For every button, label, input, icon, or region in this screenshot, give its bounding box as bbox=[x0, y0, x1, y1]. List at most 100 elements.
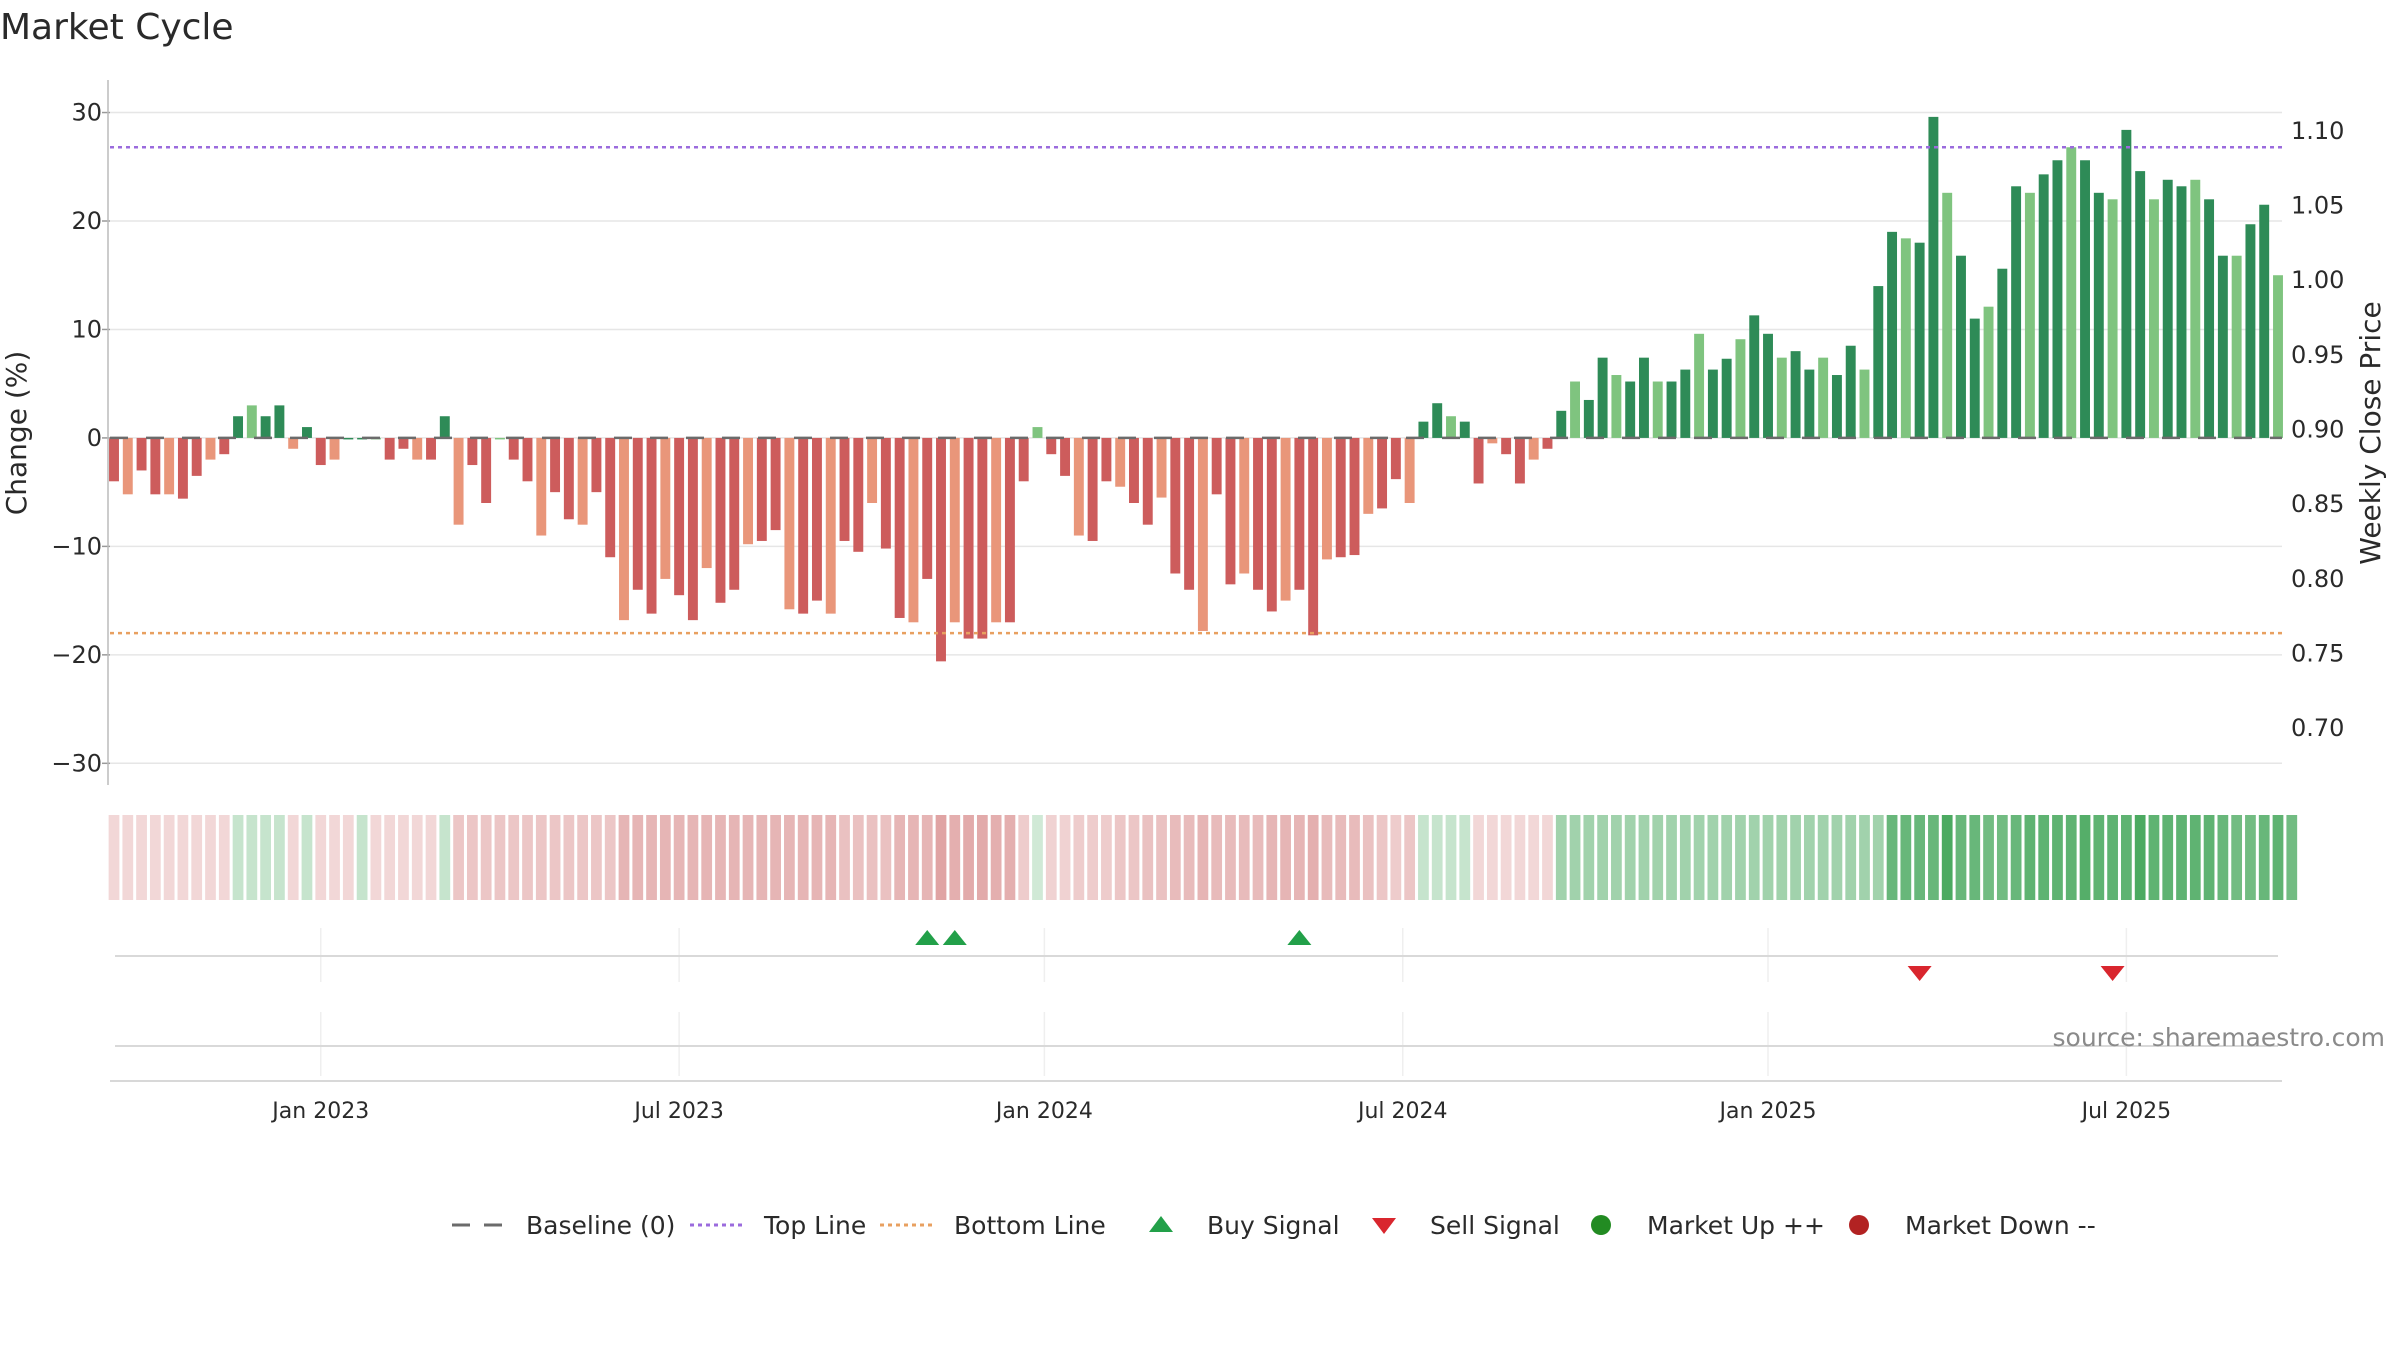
change-bar bbox=[426, 437, 436, 460]
market-shade-cell bbox=[287, 815, 299, 900]
change-bar bbox=[177, 437, 188, 499]
market-shade-cell bbox=[1748, 815, 1760, 900]
change-bar bbox=[715, 437, 726, 603]
legend-label: Market Up ++ bbox=[1647, 1211, 1825, 1240]
market-shade-cell bbox=[1307, 815, 1319, 900]
market-shade-cell bbox=[260, 815, 271, 900]
market-shade-cell bbox=[2024, 815, 2036, 900]
change-bar bbox=[1900, 238, 1911, 438]
market-shade-cell bbox=[1486, 815, 1498, 900]
change-bar bbox=[1707, 369, 1718, 438]
market-shade-cell bbox=[411, 815, 423, 900]
change-bar bbox=[2052, 160, 2063, 438]
change-bar bbox=[1363, 437, 1374, 514]
change-bar bbox=[1404, 437, 1415, 503]
change-bar bbox=[1129, 437, 1139, 503]
y-tick-label: −30 bbox=[51, 749, 102, 777]
market-shade-cell bbox=[1349, 815, 1360, 900]
source-label: source: sharemaestro.com bbox=[2053, 1023, 2386, 1052]
market-shade-cell bbox=[1735, 815, 1746, 900]
change-bar bbox=[1321, 437, 1332, 560]
market-shade-cell bbox=[191, 815, 203, 900]
change-bar bbox=[398, 437, 409, 449]
buy-signal-marker bbox=[942, 930, 967, 945]
market-shade-cell bbox=[1638, 815, 1650, 900]
market-shade-cell bbox=[1032, 815, 1043, 900]
market-shade-cell bbox=[1900, 815, 1912, 900]
change-bar bbox=[1487, 437, 1498, 444]
change-bar bbox=[122, 437, 133, 495]
market-shade-cell bbox=[232, 815, 244, 900]
market-shade-cell bbox=[1762, 815, 1774, 900]
change-bar bbox=[646, 437, 657, 614]
change-bar bbox=[1101, 437, 1112, 482]
x-tick-label: Jan 2024 bbox=[994, 1099, 1093, 1124]
market-shade-cell bbox=[480, 815, 492, 900]
market-shade-cell bbox=[811, 815, 823, 900]
legend-label: Buy Signal bbox=[1207, 1211, 1340, 1240]
change-bar bbox=[1845, 345, 1856, 438]
sell-signal-marker bbox=[2100, 966, 2125, 981]
market-shade-cell bbox=[784, 815, 795, 900]
change-bar bbox=[1790, 351, 1801, 438]
change-bar bbox=[1308, 437, 1319, 636]
market-shade-cell bbox=[935, 815, 947, 900]
change-bar bbox=[1018, 437, 1029, 482]
y2-tick-label: 0.95 bbox=[2291, 341, 2344, 369]
change-bar bbox=[2024, 192, 2035, 438]
change-bar bbox=[2011, 186, 2022, 438]
market-shade-cell bbox=[1073, 815, 1085, 900]
change-bar bbox=[2231, 255, 2242, 438]
change-bar bbox=[1570, 381, 1580, 438]
market-shade-cell bbox=[1996, 815, 2008, 900]
market-shade-cell bbox=[1790, 815, 1801, 900]
market-shade-cell bbox=[1528, 815, 1540, 900]
left-y-axis: 30 20 10 0 −10 −20 −30 bbox=[51, 80, 110, 785]
x-tick-label: Jan 2023 bbox=[270, 1099, 369, 1124]
market-shade-cell bbox=[2231, 815, 2243, 900]
market-shade-cell bbox=[122, 815, 134, 900]
market-shade-cell bbox=[990, 815, 1002, 900]
change-bar bbox=[1983, 306, 1994, 438]
y2-tick-label: 1.05 bbox=[2291, 191, 2344, 219]
market-shade-cell bbox=[2245, 815, 2256, 900]
change-bar bbox=[1335, 437, 1346, 558]
change-bar bbox=[1280, 437, 1291, 601]
market-shade-cell bbox=[1252, 815, 1264, 900]
change-bar bbox=[1763, 333, 1773, 438]
change-bar bbox=[1969, 318, 1980, 438]
change-bar bbox=[2217, 255, 2228, 438]
market-shade-cell bbox=[976, 815, 988, 900]
change-bar bbox=[1776, 357, 1787, 438]
market-shade-cell bbox=[1362, 815, 1374, 900]
change-bar bbox=[315, 437, 326, 466]
change-bar bbox=[1004, 437, 1015, 623]
change-bar bbox=[977, 437, 988, 639]
y2-tick-label: 0.90 bbox=[2291, 416, 2344, 444]
change-bar bbox=[1211, 437, 1222, 495]
legend-item: Market Down -- bbox=[1849, 1211, 2096, 1240]
change-bar bbox=[164, 437, 175, 495]
market-shade-cell bbox=[1045, 815, 1057, 900]
market-shade-cell bbox=[2217, 815, 2229, 900]
change-bar bbox=[963, 437, 974, 639]
signal-panel bbox=[115, 928, 2278, 1076]
market-shade-cell bbox=[921, 815, 933, 900]
market-shade-cell bbox=[163, 815, 175, 900]
change-bar bbox=[1611, 375, 1622, 438]
change-bar bbox=[260, 416, 271, 438]
market-shade-cell bbox=[908, 815, 919, 900]
change-bar bbox=[1956, 255, 1966, 438]
change-bar bbox=[1115, 437, 1126, 487]
market-shade-cell bbox=[2134, 815, 2146, 900]
x-tick-label: Jan 2025 bbox=[1718, 1099, 1817, 1124]
market-shade-cell bbox=[1611, 815, 1622, 900]
change-bar bbox=[2176, 186, 2187, 438]
market-shade-cell bbox=[177, 815, 189, 900]
market-shade-cell bbox=[1418, 815, 1429, 900]
change-bar bbox=[1556, 410, 1567, 438]
market-shade-cell bbox=[2176, 815, 2187, 900]
market-shade-cell bbox=[466, 815, 478, 900]
y2-tick-label: 0.75 bbox=[2291, 640, 2344, 668]
legend-swatch-circle bbox=[1591, 1215, 1611, 1235]
